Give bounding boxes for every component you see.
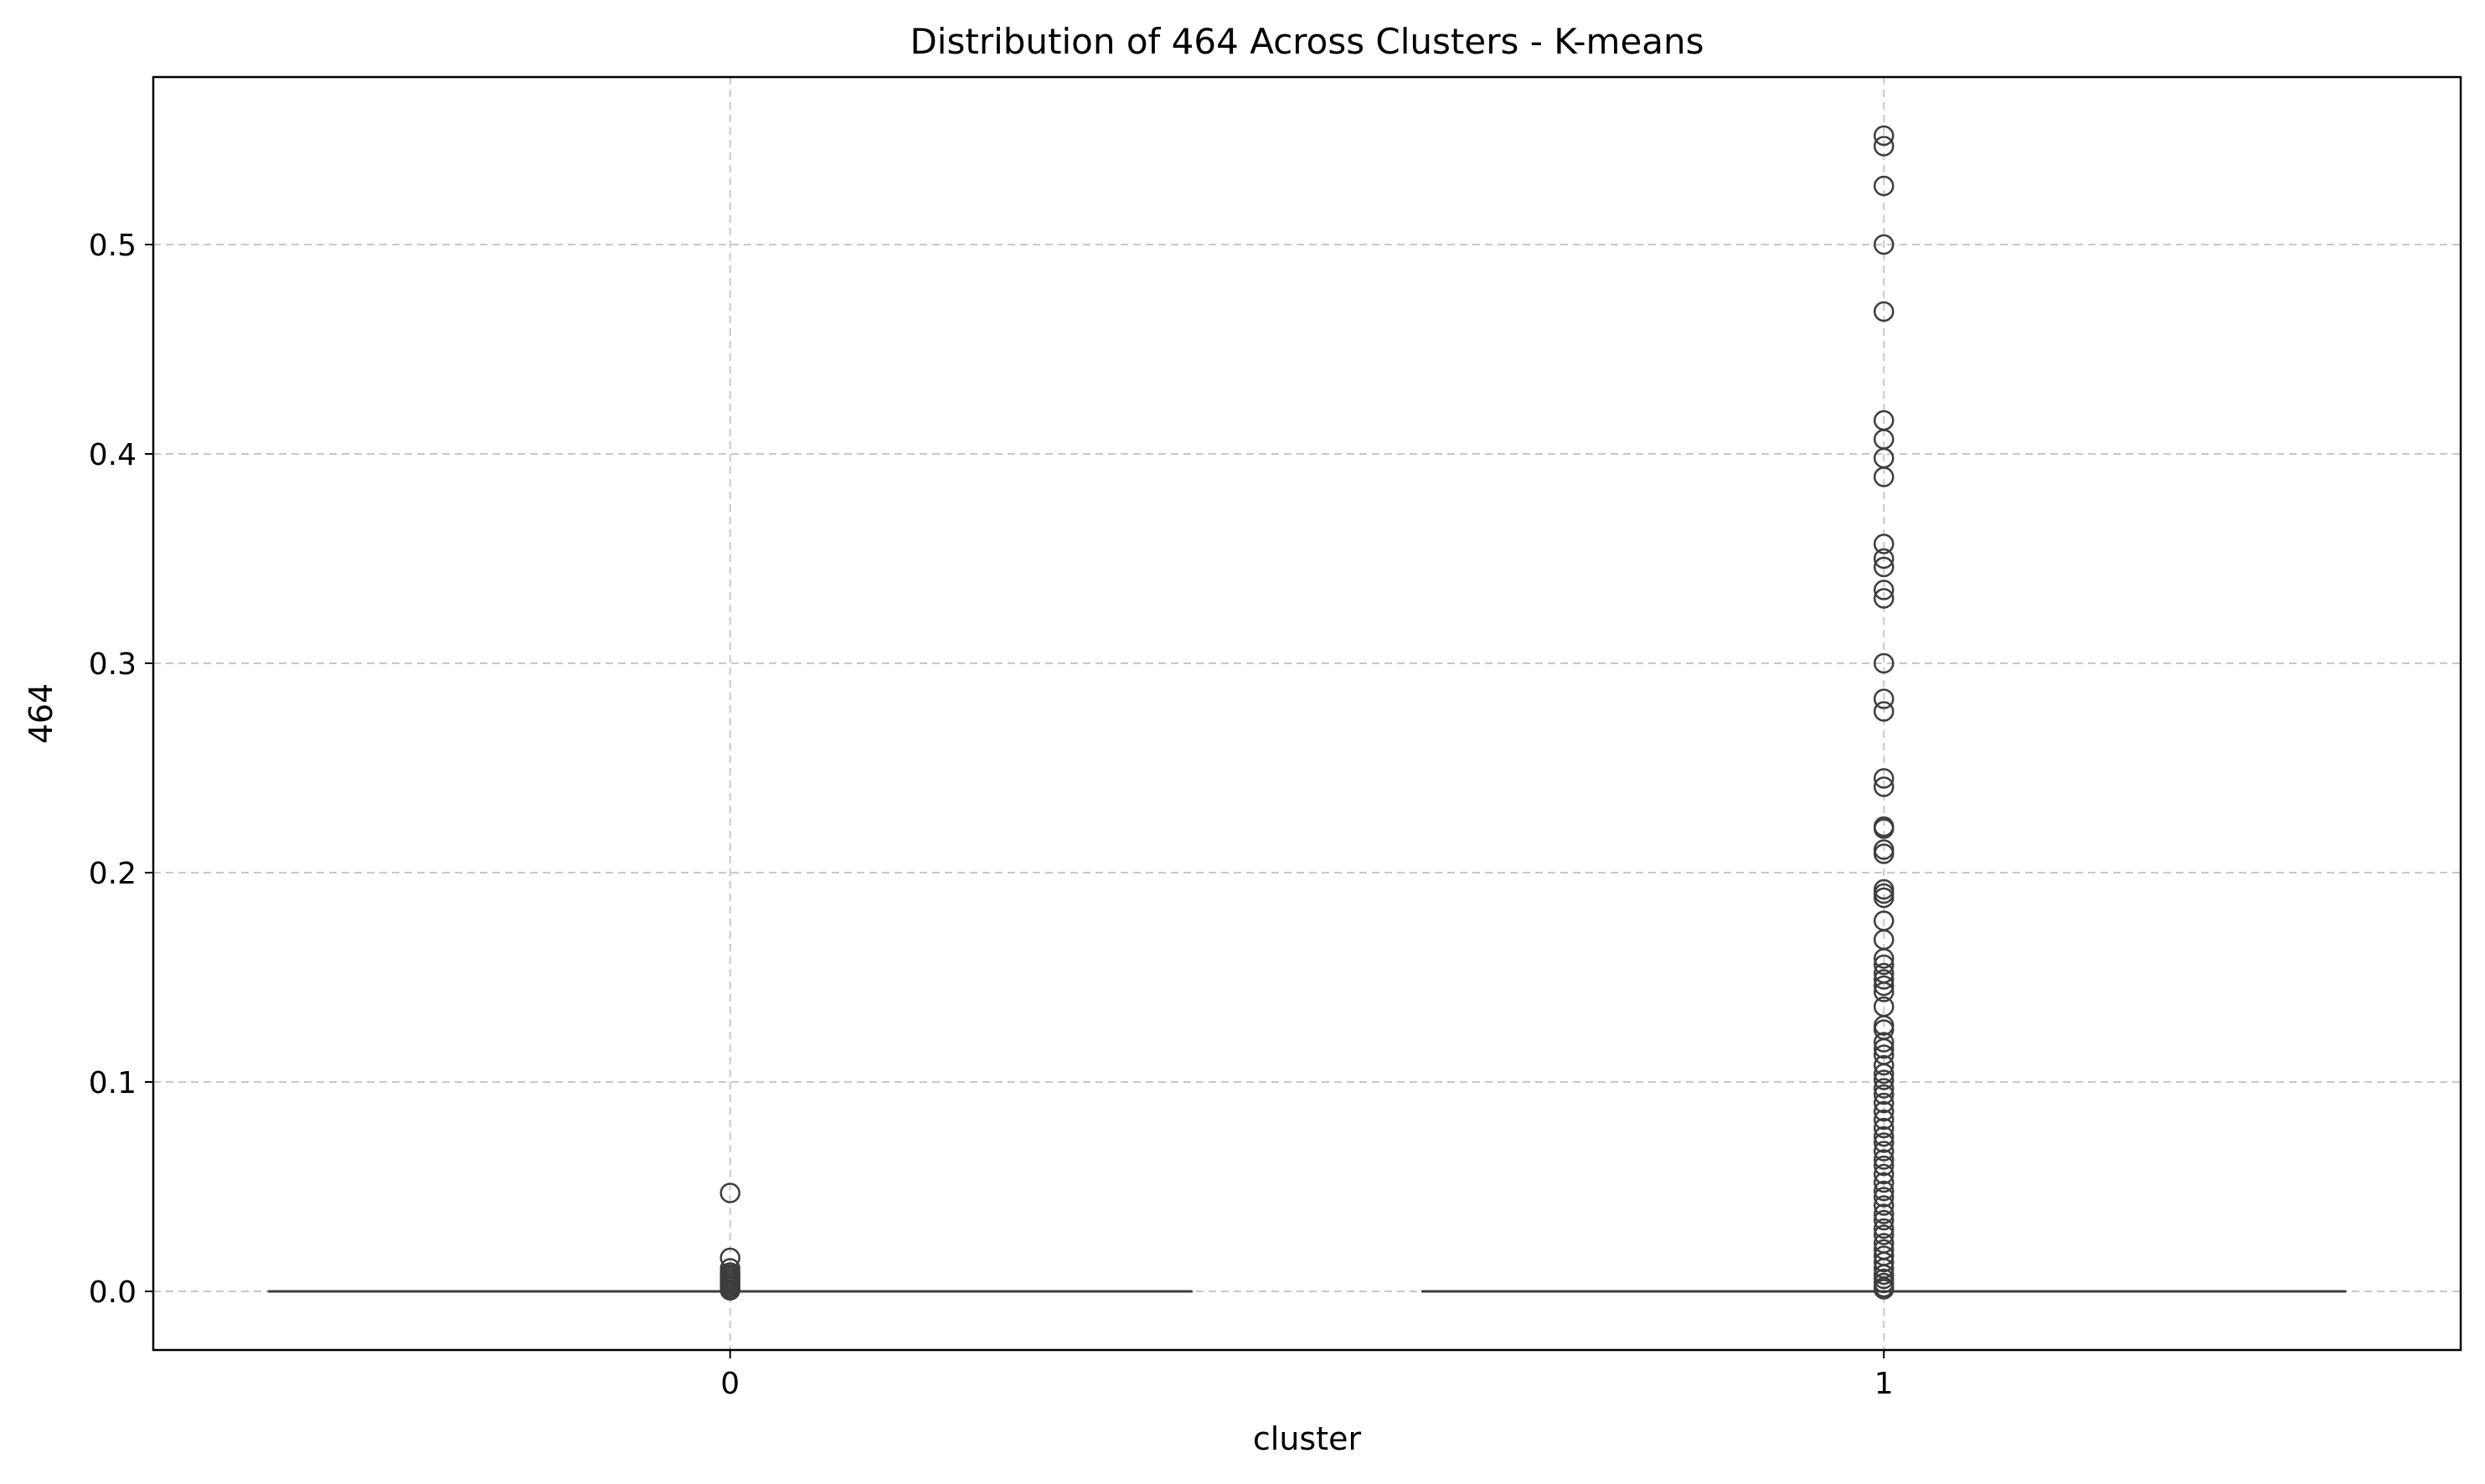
y-tick-label: 0.0	[89, 1275, 137, 1310]
chart-title: Distribution of 464 Across Clusters - K-…	[910, 21, 1704, 62]
y-axis-label: 464	[23, 683, 59, 745]
x-tick-label: 1	[1874, 1367, 1894, 1401]
y-tick-label: 0.3	[89, 647, 137, 682]
y-tick-label: 0.1	[89, 1066, 137, 1100]
y-tick-label: 0.4	[89, 438, 137, 472]
x-tick-label: 0	[720, 1367, 740, 1401]
x-axis-label: cluster	[1253, 1420, 1362, 1457]
y-tick-label: 0.2	[89, 857, 137, 891]
y-tick-label: 0.5	[89, 229, 137, 263]
